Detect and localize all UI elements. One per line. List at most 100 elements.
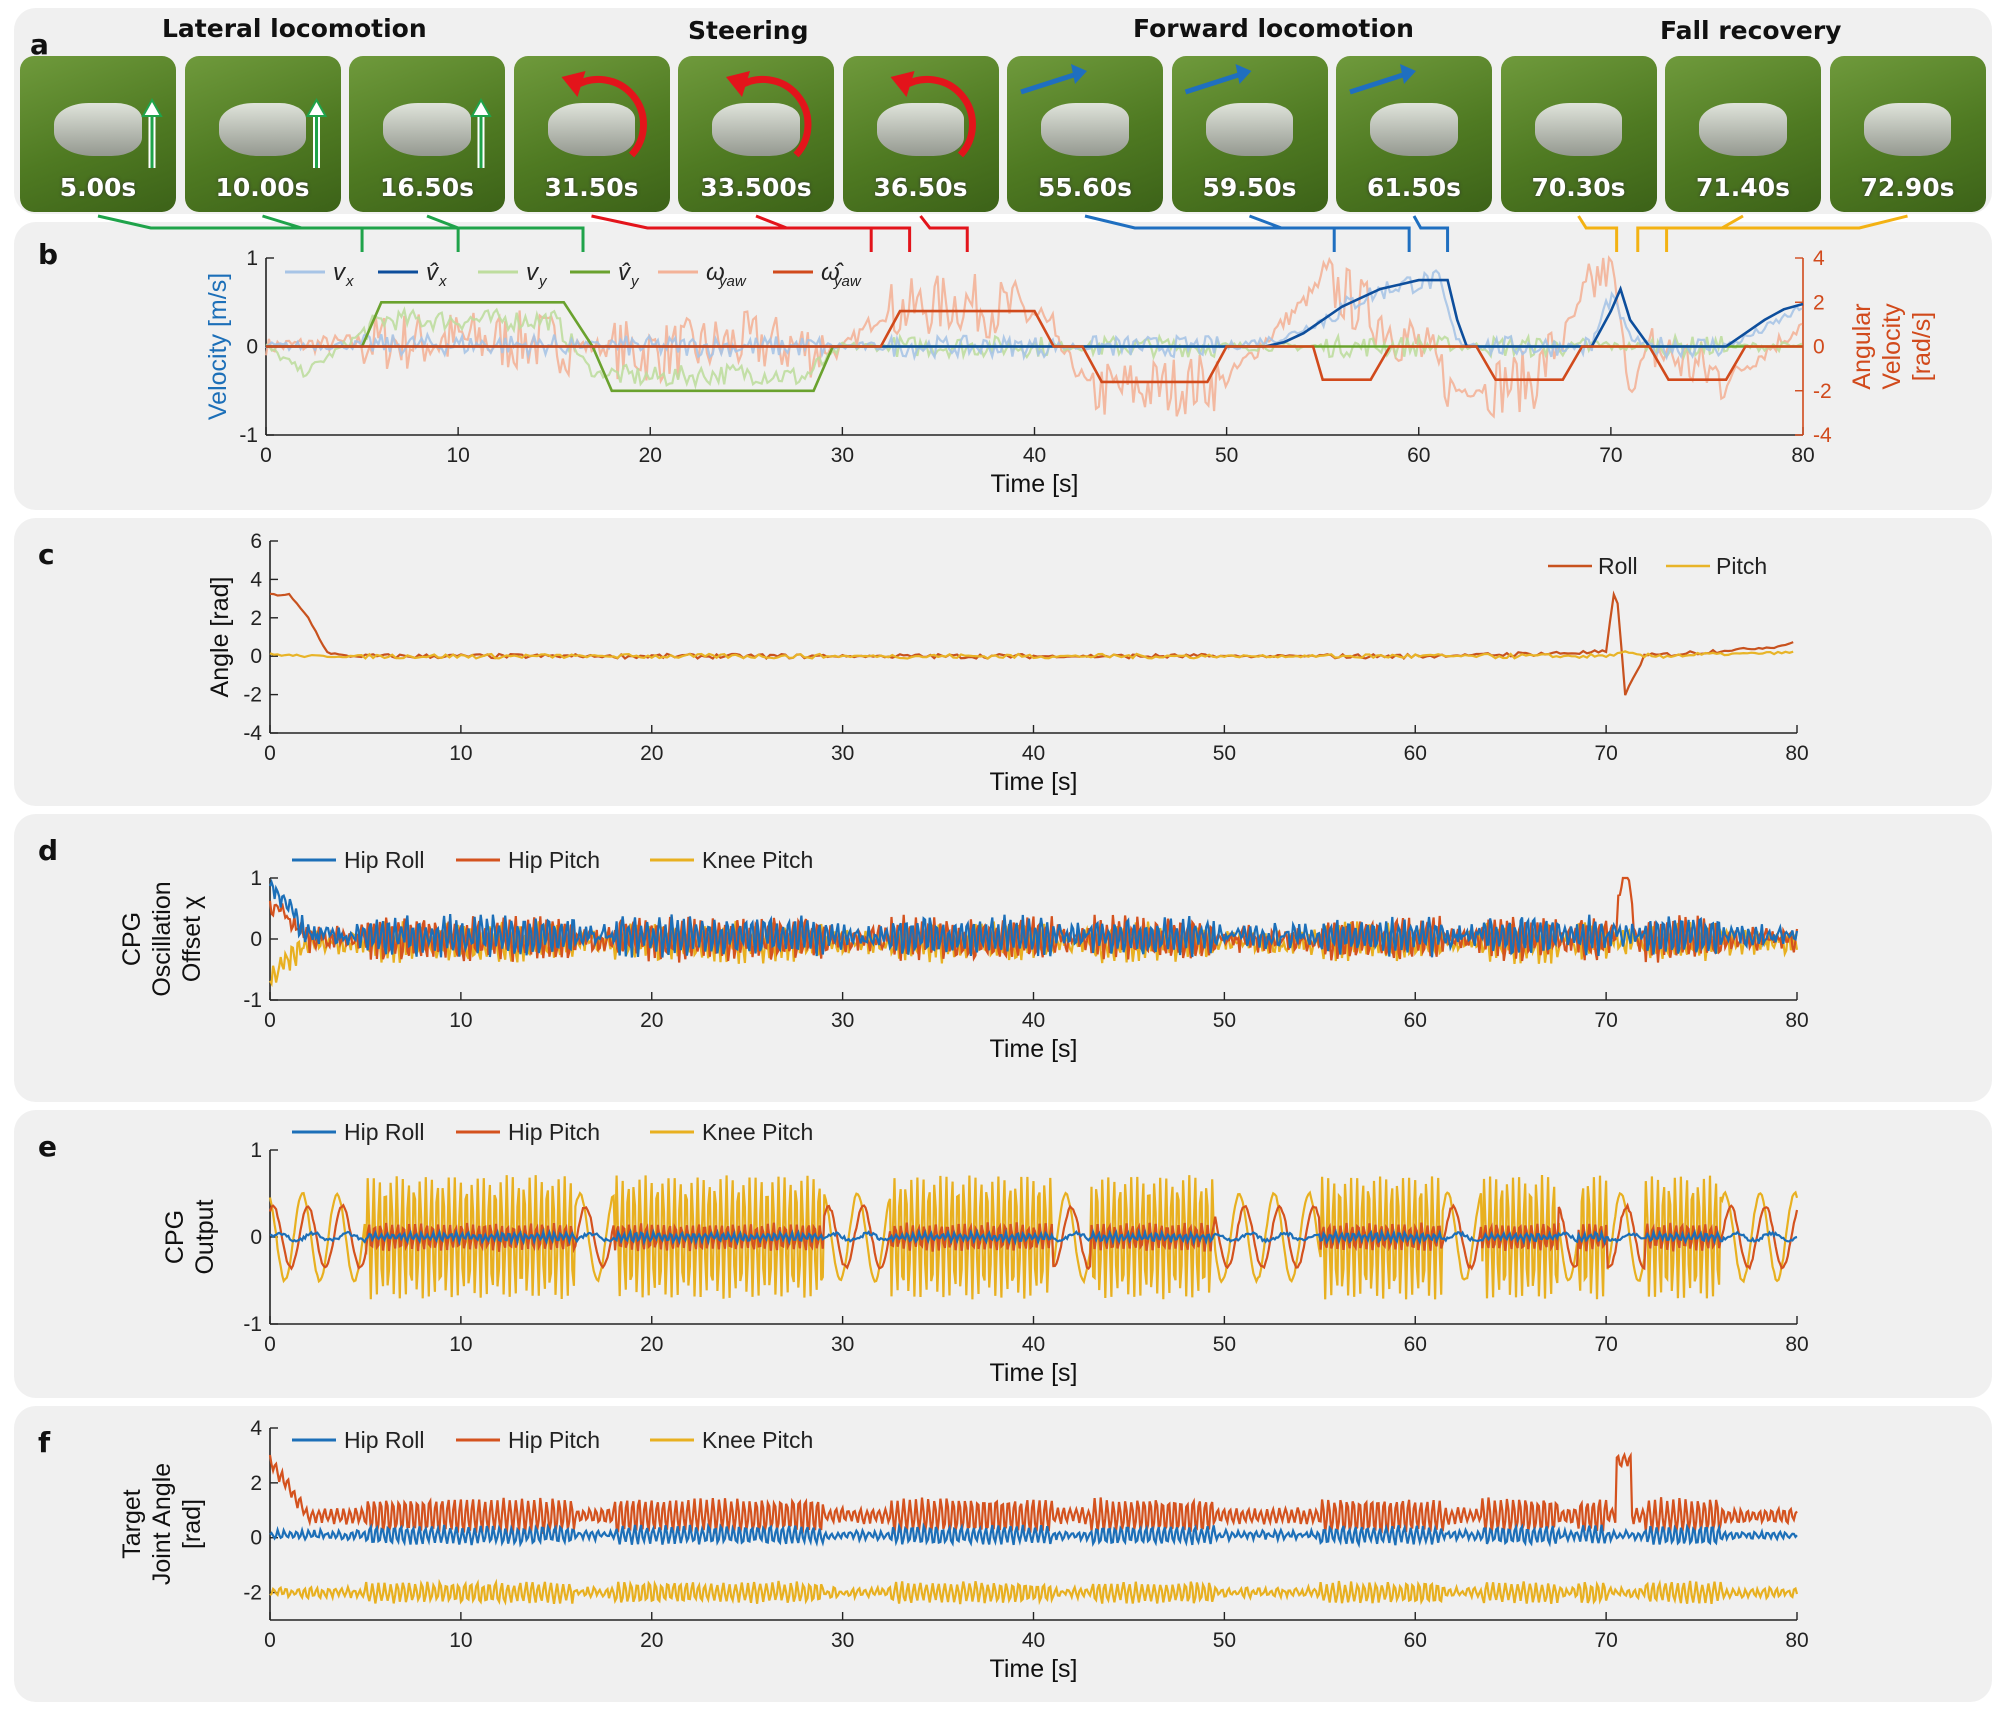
series-pitch (269, 650, 1794, 660)
series-wyaw (264, 255, 1803, 419)
series-hip-pitch (268, 1451, 1798, 1535)
y-tick-label: -1 (243, 989, 262, 1012)
snapshot-time-label: 10.00s (215, 173, 310, 202)
x-axis-label: Time [s] (990, 1359, 1078, 1387)
snapshot-photo: 71.40s (1665, 56, 1821, 212)
x-tick-label: 70 (1594, 1629, 1617, 1652)
x-tick-label: 70 (1594, 742, 1617, 765)
panel-letter-e: e (38, 1130, 57, 1163)
robot-image (1863, 102, 1952, 156)
legend-label: v̂ (618, 259, 632, 286)
snapshot-time-label: 36.50s (873, 173, 968, 202)
legend-subscript: yaw (833, 273, 862, 290)
y-axis-label: CPG (118, 912, 146, 966)
y-tick-label: -4 (243, 722, 262, 745)
y2-axis-label: Velocity (1878, 303, 1906, 390)
x-tick-label: 0 (264, 1629, 276, 1652)
robot-image (1370, 102, 1458, 156)
y-axis-label: Output (191, 1199, 219, 1274)
legend-label: v (333, 259, 347, 286)
series-wyaw_hat (266, 309, 1803, 384)
x-tick-label: 40 (1022, 1333, 1045, 1356)
robot-image (218, 102, 307, 156)
x-tick-label: 60 (1404, 1629, 1427, 1652)
x-tick-label: 60 (1404, 1333, 1427, 1356)
legend-label: ω̂ (821, 259, 844, 286)
y-tick-label: -2 (243, 1582, 262, 1605)
y2-axis-label: [rad/s] (1908, 312, 1936, 381)
section-title-recovery: Fall recovery (1660, 16, 1842, 45)
x-tick-label: 20 (640, 742, 663, 765)
robot-image (383, 102, 471, 156)
y2-tick-label: -2 (1813, 380, 1832, 403)
y-tick-label: -1 (243, 1313, 262, 1336)
x-tick-label: 80 (1785, 1009, 1808, 1032)
x-tick-label: 40 (1022, 1629, 1045, 1652)
y2-tick-label: 0 (1813, 336, 1825, 359)
x-tick-label: 10 (449, 1009, 472, 1032)
panel-letter-a: a (30, 28, 49, 61)
y2-axis-label: Angular (1848, 303, 1876, 389)
y2-tick-label: 4 (1813, 247, 1825, 270)
y-tick-label: 0 (250, 928, 262, 951)
snapshot-time-label: 31.50s (544, 173, 639, 202)
x-tick-label: 80 (1785, 1333, 1808, 1356)
series-knee-pitch (269, 1578, 1799, 1606)
y-tick-label: 0 (250, 1527, 262, 1550)
x-tick-label: 60 (1407, 444, 1430, 467)
panel-letter-f: f (38, 1426, 51, 1459)
snapshot-time-label: 5.00s (59, 173, 137, 202)
snapshot-time-label: 59.50s (1202, 173, 1297, 202)
x-tick-label: 10 (446, 444, 469, 467)
panel-a-background (14, 8, 1992, 214)
x-tick-label: 50 (1213, 1629, 1236, 1652)
x-tick-label: 70 (1594, 1333, 1617, 1356)
x-tick-label: 10 (449, 1629, 472, 1652)
legend-label: v̂ (426, 259, 440, 286)
x-axis-label: Time [s] (990, 1655, 1078, 1683)
x-tick-label: 20 (640, 1009, 663, 1032)
y2-tick-label: 2 (1813, 291, 1825, 314)
x-tick-label: 40 (1022, 1009, 1045, 1032)
y-tick-label: 2 (250, 1472, 262, 1495)
x-tick-label: 40 (1022, 742, 1045, 765)
x-axis-label: Time [s] (990, 768, 1078, 796)
legend-label: Knee Pitch (702, 1427, 813, 1453)
snapshot-photo: 70.30s (1500, 56, 1657, 212)
snapshot-time-label: 33.500s (700, 173, 812, 202)
snapshot-time-label: 16.50s (380, 173, 474, 202)
x-tick-label: 0 (264, 742, 276, 765)
x-tick-label: 20 (640, 1629, 663, 1652)
y-axis-label: [rad] (178, 1499, 206, 1549)
y-tick-label: 1 (246, 247, 258, 270)
snapshot-time-label: 61.50s (1367, 173, 1461, 202)
legend-label: Knee Pitch (702, 847, 813, 873)
series-hip-roll (269, 1522, 1798, 1549)
robot-image (54, 102, 142, 156)
robot-image (1699, 102, 1787, 156)
x-axis-label: Time [s] (991, 470, 1079, 498)
y-tick-label: -1 (239, 424, 258, 447)
y-tick-label: 1 (250, 1139, 262, 1162)
snapshot-time-label: 55.60s (1038, 173, 1132, 202)
section-title-steering: Steering (688, 16, 809, 45)
robot-image (1205, 102, 1294, 156)
y-tick-label: 6 (250, 530, 262, 553)
legend-subscript: y (630, 273, 640, 290)
panel-f-background (14, 1406, 1992, 1702)
x-tick-label: 40 (1023, 444, 1046, 467)
legend-label: Hip Pitch (508, 1119, 600, 1145)
legend-label: Hip Roll (344, 1427, 425, 1453)
x-tick-label: 30 (831, 444, 854, 467)
x-tick-label: 10 (449, 742, 472, 765)
y2-tick-label: -4 (1813, 424, 1832, 447)
panel-c-background (14, 518, 1992, 806)
panel-letter-b: b (38, 238, 59, 271)
legend-label: Hip Pitch (508, 847, 600, 873)
x-tick-label: 30 (831, 1333, 854, 1356)
x-tick-label: 0 (264, 1333, 276, 1356)
robot-image (1534, 102, 1623, 156)
